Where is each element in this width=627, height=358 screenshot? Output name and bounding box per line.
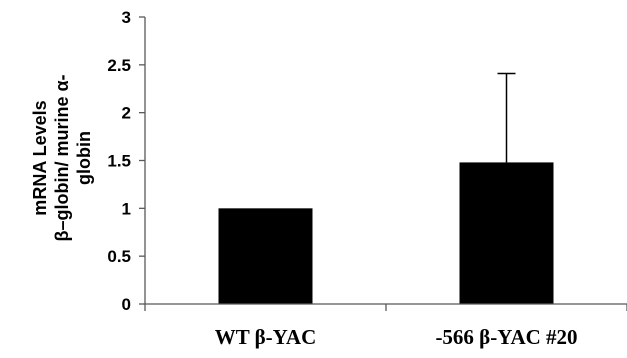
category-label-2: -566 β-YAC #20 — [435, 325, 577, 349]
plot-area: WT β-YAC -566 β-YAC #20 0 0.5 1 1.5 2 2.5 3 — [107, 8, 627, 349]
y-tick-label-1: 0.5 — [107, 247, 131, 266]
y-tick-label-6: 3 — [122, 8, 131, 27]
bar-1 — [218, 208, 313, 304]
y-axis-label-line-3: globin — [74, 131, 94, 185]
y-tick-label-3: 1.5 — [107, 152, 131, 171]
y-tick-label-5: 2.5 — [107, 56, 131, 75]
y-axis-label-line-1: mRNA Levels — [30, 100, 50, 215]
y-tick-label-0: 0 — [122, 295, 131, 314]
bar-2 — [459, 162, 554, 304]
y-tick-label-2: 1 — [122, 199, 131, 218]
y-tick-label-4: 2 — [122, 104, 131, 123]
y-axis-label-line-2: β–globin/ murine α- — [52, 74, 72, 241]
category-label-1: WT β-YAC — [215, 325, 317, 349]
